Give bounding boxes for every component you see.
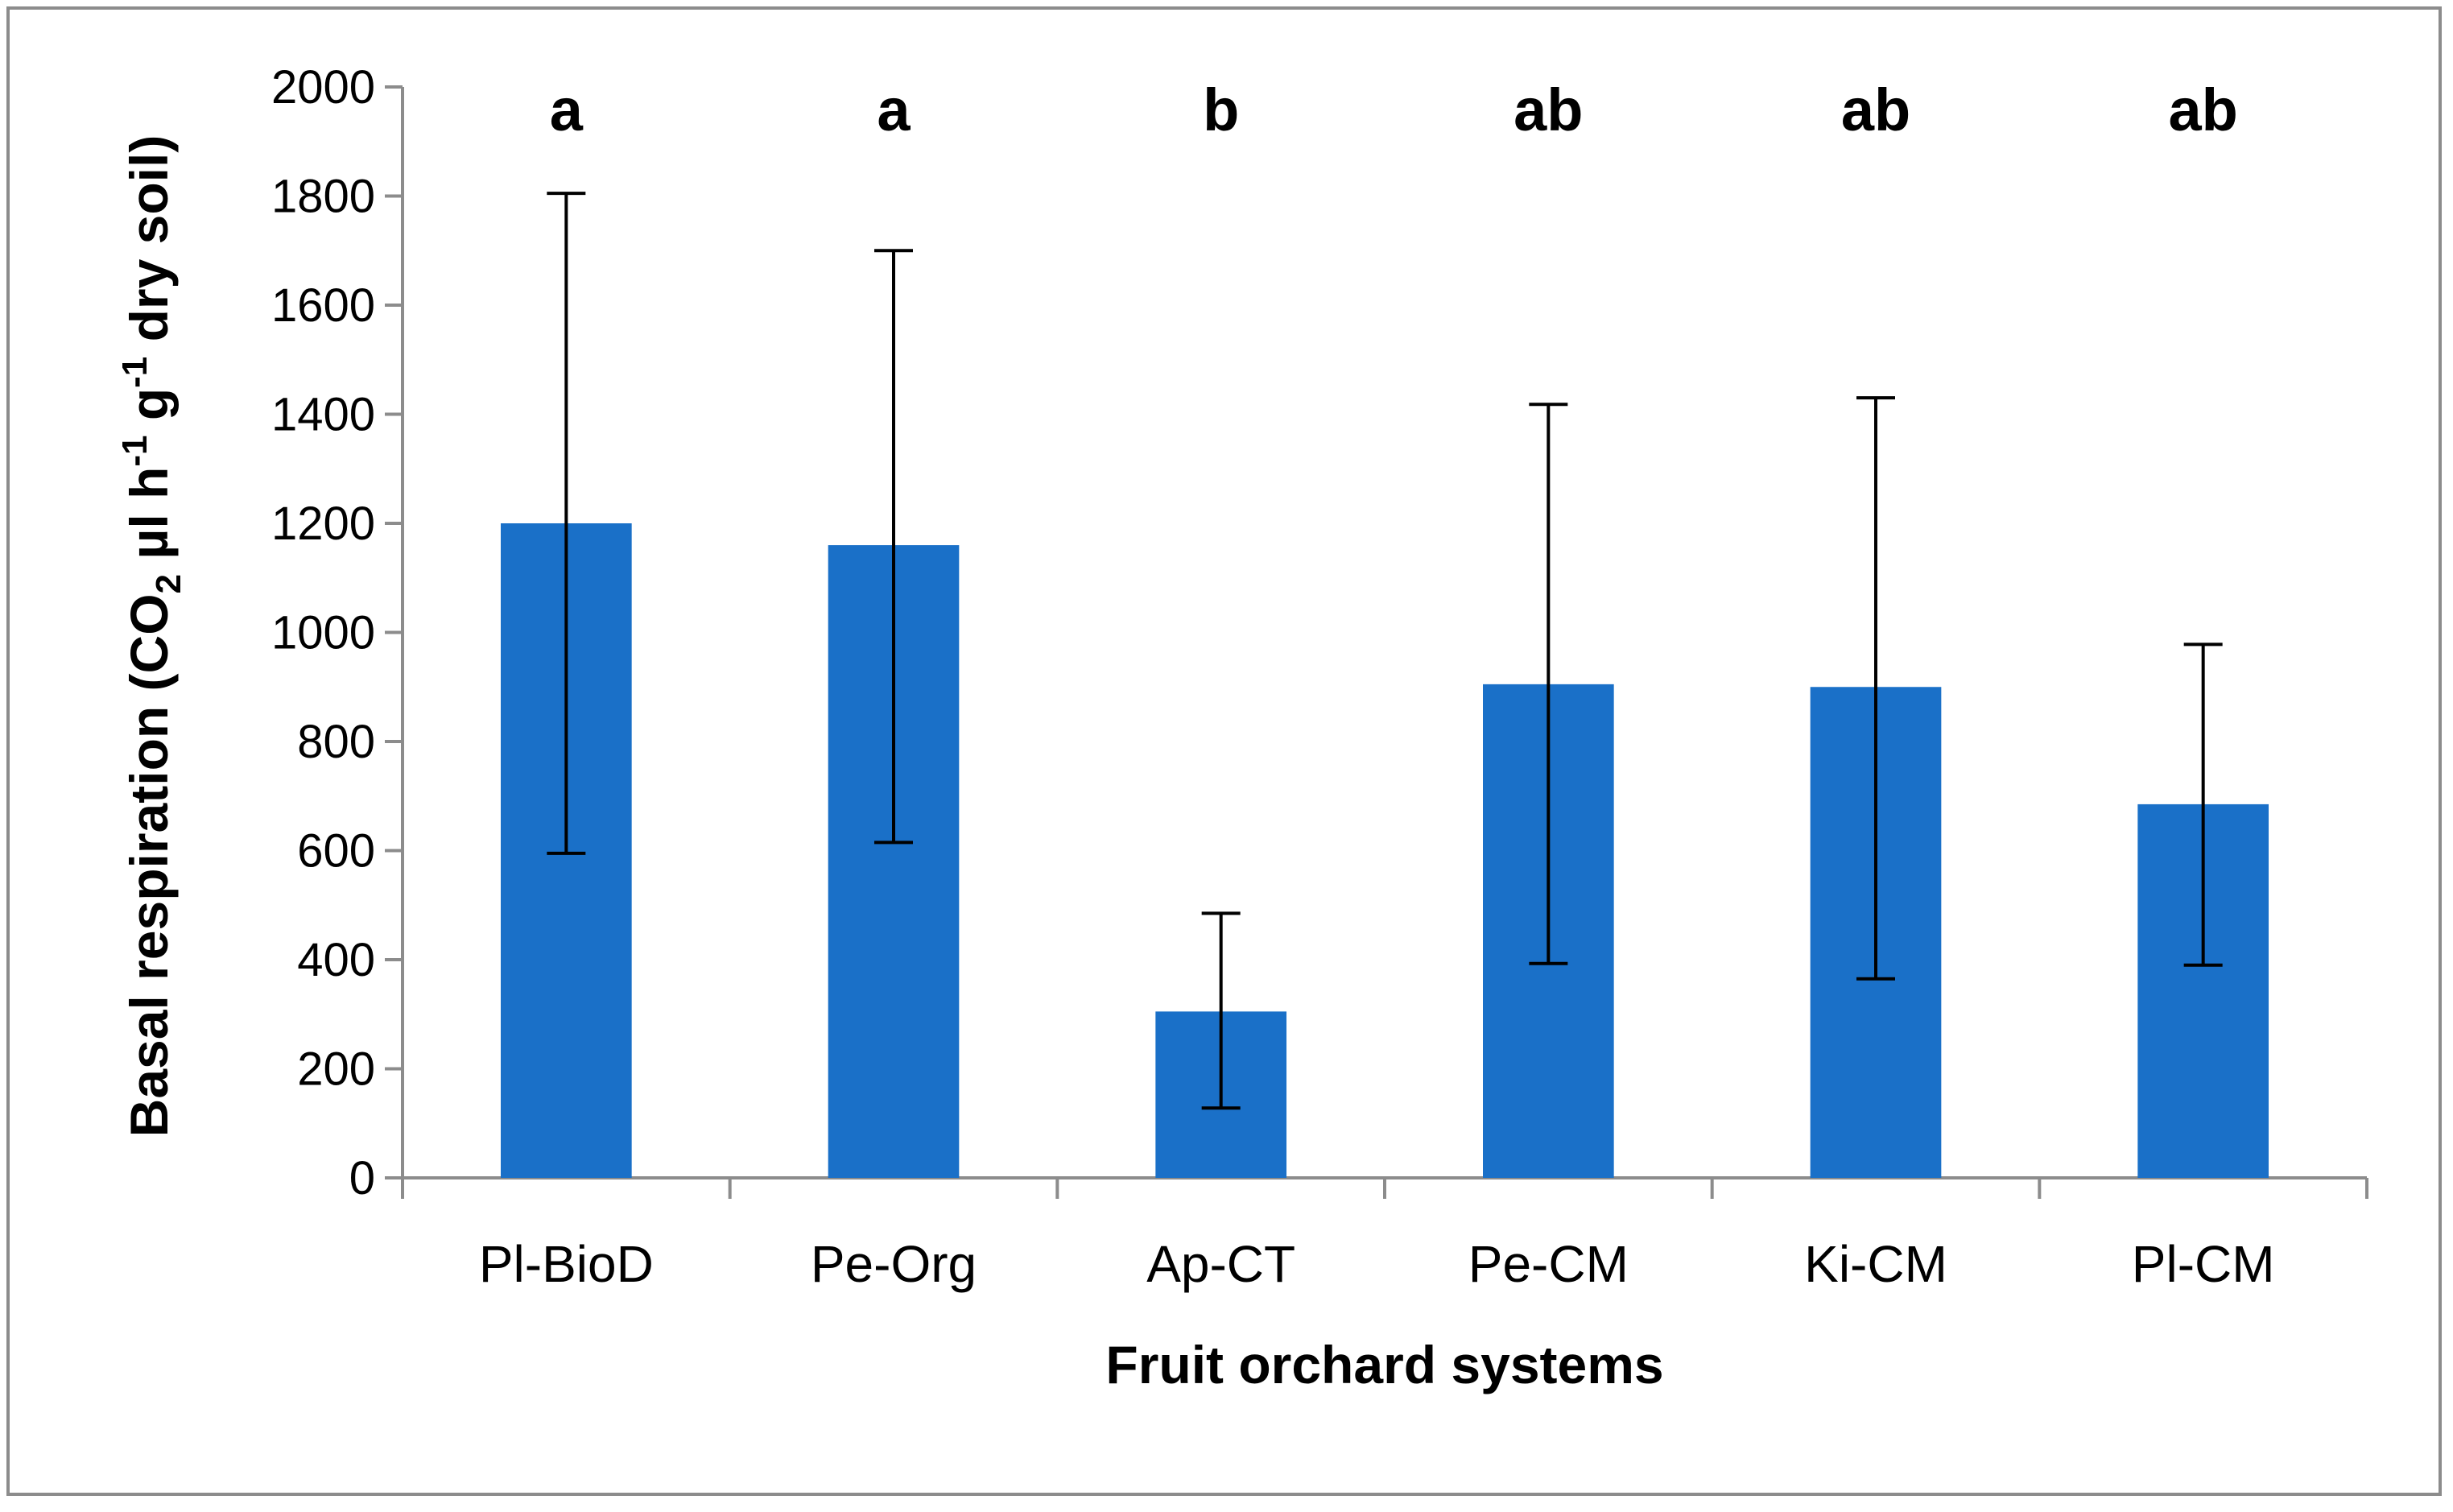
y-tick-label: 2000 bbox=[271, 61, 375, 114]
error-bars bbox=[547, 192, 2223, 1110]
y-axis-title-sup1: -1 bbox=[115, 436, 155, 467]
chart-frame bbox=[6, 6, 2442, 1496]
y-tick-label: 200 bbox=[297, 1043, 375, 1096]
x-tick-label: Pe-CM bbox=[1468, 1235, 1629, 1293]
y-tick-label: 600 bbox=[297, 825, 375, 878]
x-axis-title: Fruit orchard systems bbox=[1105, 1335, 1663, 1394]
significance-letter: ab bbox=[2168, 76, 2237, 143]
axes bbox=[401, 87, 2367, 1179]
y-tick-label: 1800 bbox=[271, 171, 375, 223]
significance-letters: a a b ab ab ab bbox=[550, 76, 2238, 143]
y-tick-label: 1000 bbox=[271, 607, 375, 659]
x-tick-label: Pl-BioD bbox=[479, 1235, 654, 1293]
y-tick-label: 800 bbox=[297, 716, 375, 768]
y-axis-title-mid2: g bbox=[119, 388, 179, 436]
y-axis-title-sup2: -1 bbox=[115, 357, 155, 388]
y-axis-title-sub: 2 bbox=[149, 574, 188, 593]
significance-letter: ab bbox=[1841, 76, 1910, 143]
x-tick-label: Pe-Org bbox=[811, 1235, 977, 1293]
x-tick-label: Pl-CM bbox=[2132, 1235, 2275, 1293]
y-tick-label: 1200 bbox=[271, 498, 375, 550]
y-axis-title-suffix: dry soil) bbox=[119, 135, 179, 357]
x-tick-label: Ki-CM bbox=[1804, 1235, 1947, 1293]
bars bbox=[501, 523, 2269, 1178]
significance-letter: a bbox=[550, 76, 584, 143]
significance-letter: a bbox=[877, 76, 911, 143]
y-axis-ticks: 0 200 400 600 800 1000 1200 1400 1600 1800 2000 bbox=[271, 61, 403, 1204]
x-tick-label: Ap-CT bbox=[1146, 1235, 1295, 1293]
y-tick-label: 400 bbox=[297, 934, 375, 986]
y-tick-label: 1600 bbox=[271, 279, 375, 332]
y-axis-title-mid1: µl h bbox=[119, 467, 179, 574]
y-tick-label: 0 bbox=[349, 1152, 375, 1204]
y-tick-label: 1400 bbox=[271, 389, 375, 441]
significance-letter: b bbox=[1203, 76, 1239, 143]
significance-letter: ab bbox=[1514, 76, 1583, 143]
y-axis-title-prefix: Basal respiration (CO bbox=[119, 593, 179, 1137]
x-axis-ticks: Pl-BioD Pe-Org Ap-CT Pe-CM Ki-CM Pl-CM bbox=[401, 1178, 2368, 1293]
y-axis-title: Basal respiration (CO2 µl h-1 g-1 dry so… bbox=[115, 135, 188, 1138]
